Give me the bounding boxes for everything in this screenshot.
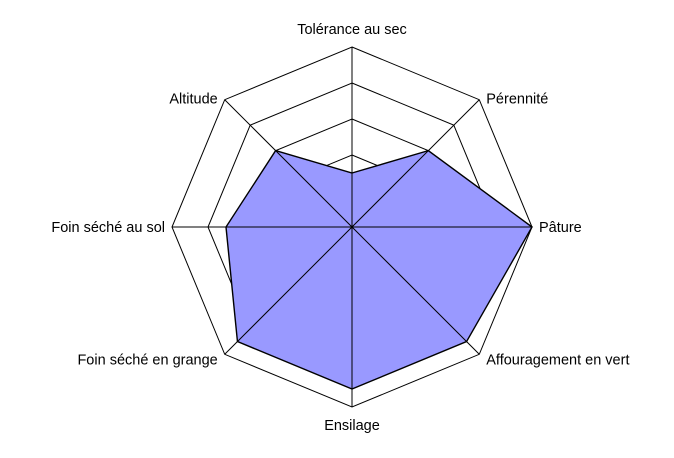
spoke-4: [351, 226, 480, 355]
spoke-6: [224, 226, 353, 355]
axis-label-2: Pérennité: [486, 92, 548, 108]
spoke-2: [351, 99, 480, 228]
axis-label-3: Pâture: [539, 220, 582, 236]
axis-labels: Tolérance au sec Pérennité Pâture Affourage…: [51, 22, 629, 434]
axis-label-5: Ensilage: [324, 418, 380, 434]
spoke-8: [224, 99, 353, 228]
spoke-layer: [172, 47, 532, 407]
axis-label-4: Affouragement en vert: [486, 352, 629, 368]
axis-label-8: Altitude: [169, 92, 217, 108]
axis-label-7: Foin séché au sol: [51, 220, 165, 236]
axis-label-1: Tolérance au sec: [297, 22, 407, 38]
axis-label-6: Foin séché en grange: [77, 352, 217, 368]
